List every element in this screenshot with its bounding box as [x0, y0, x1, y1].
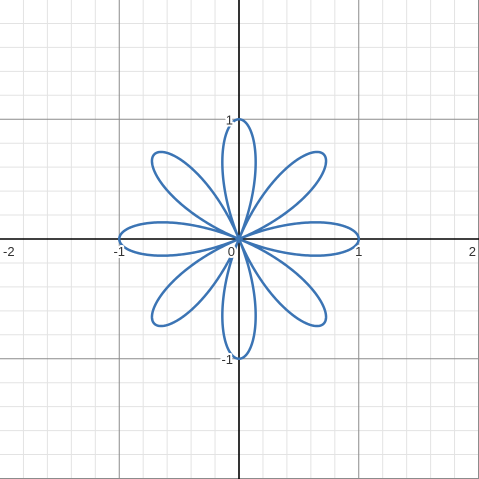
origin-label: 0: [228, 244, 235, 259]
x-tick-label: -2: [3, 244, 15, 259]
x-tick-label: 1: [355, 244, 362, 259]
x-tick-label: 2: [469, 244, 476, 259]
tick-labels: -2 -1 0 1 2 1 -1: [1, 110, 478, 369]
rose-curve-series-0: [118, 118, 360, 360]
y-tick-label: -1: [221, 352, 233, 367]
curve-layer: [118, 118, 360, 360]
y-tick-label: 1: [226, 112, 233, 127]
x-tick-label: -1: [113, 244, 125, 259]
